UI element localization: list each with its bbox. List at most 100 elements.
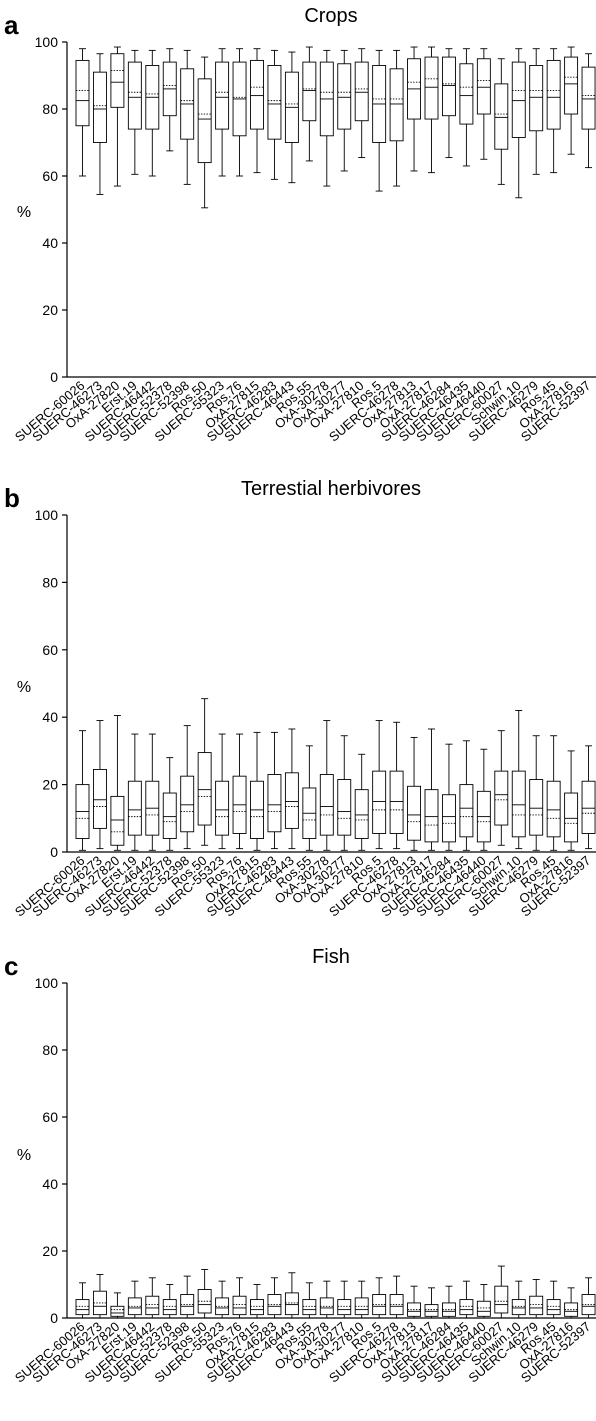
box-Ros.5 — [372, 1277, 387, 1319]
box-Ros.76 — [232, 48, 247, 177]
box-Ros.50 — [197, 698, 212, 846]
box-iqr — [459, 784, 474, 838]
box-iqr — [127, 780, 142, 836]
y-tick-label: 100 — [35, 507, 59, 523]
box-Ros.50 — [197, 56, 212, 209]
y-tick-label: 20 — [42, 302, 58, 318]
box-Erst.19 — [127, 1280, 142, 1319]
box-iqr — [354, 61, 369, 122]
box-iqr — [546, 59, 561, 130]
y-tick-label: 60 — [42, 168, 58, 184]
box-iqr — [162, 1299, 177, 1316]
box-Erst.19 — [127, 49, 142, 175]
y-tick-label: 20 — [42, 777, 58, 793]
box-OxA-30277 — [337, 49, 352, 172]
y-tick-label: 40 — [42, 1176, 58, 1192]
box-iqr — [442, 794, 456, 843]
box-Ros.50 — [197, 1268, 212, 1319]
box-SUERC-46442 — [145, 733, 160, 851]
box-iqr — [197, 78, 212, 164]
box-iqr — [494, 1285, 509, 1314]
box-OxA-27815 — [250, 731, 264, 851]
box-SUERC-55323 — [215, 733, 230, 850]
box-SUERC-46283 — [267, 1277, 282, 1319]
box-SUERC-46273 — [92, 1273, 107, 1319]
box-iqr — [110, 795, 125, 846]
y-axis-label: % — [17, 679, 31, 696]
box-SUERC-46278 — [389, 1275, 404, 1319]
box-Ros.55 — [302, 745, 317, 851]
box-iqr — [267, 64, 282, 140]
box-iqr — [284, 772, 299, 829]
box-SUERC-60026 — [75, 48, 90, 177]
box-OxA-27815 — [250, 1284, 264, 1319]
box-iqr — [511, 770, 526, 838]
box-iqr — [546, 780, 561, 838]
box-SUERC-46443 — [284, 1272, 299, 1319]
box-SUERC-60026 — [75, 730, 90, 851]
box-iqr — [337, 1299, 352, 1316]
panel-c: c Fish 020406080100%SUERC-60026SUERC-462… — [4, 946, 596, 1386]
box-OxA-27813 — [407, 1285, 421, 1319]
box-OxA-27820 — [110, 1292, 125, 1319]
box-OxA-27820 — [110, 715, 125, 851]
box-iqr — [127, 61, 142, 130]
box-SUERC-46279 — [529, 735, 544, 851]
panel-b-title: Terrestial herbivores — [241, 478, 421, 500]
box-iqr — [564, 56, 579, 115]
box-SUERC-46442 — [145, 1277, 160, 1319]
panel-c-plot: 020406080100%SUERC-60026SUERC-46273OxA-2… — [12, 975, 596, 1386]
box-iqr — [319, 774, 334, 836]
box-OxA-27813 — [407, 736, 421, 851]
box-SUERC-46435 — [459, 48, 474, 167]
y-tick-label: 80 — [42, 574, 58, 590]
box-SUERC-60027 — [494, 1265, 509, 1319]
panel-b-letter: b — [4, 483, 20, 513]
box-iqr — [215, 780, 230, 836]
box-iqr — [529, 779, 544, 836]
box-iqr — [92, 768, 107, 829]
box-iqr — [389, 68, 404, 142]
box-iqr — [581, 66, 596, 130]
panel-c-letter: c — [4, 951, 18, 981]
box-SUERC-52398 — [180, 725, 195, 850]
box-OxA-27816 — [564, 750, 579, 851]
box-Ros.5 — [372, 720, 387, 850]
box-iqr — [232, 1295, 247, 1316]
box-SUERC-46443 — [284, 728, 299, 850]
box-iqr — [459, 1299, 474, 1316]
y-tick-label: 80 — [42, 101, 58, 117]
y-tick-label: 0 — [50, 844, 58, 860]
box-iqr — [424, 1304, 439, 1317]
panel-b: b Terrestial herbivores 020406080100%SUE… — [4, 478, 596, 920]
box-OxA-30278 — [319, 720, 334, 851]
box-iqr — [250, 59, 264, 130]
y-tick-label: 100 — [35, 34, 59, 50]
box-iqr — [581, 780, 596, 834]
box-SUERC-55323 — [215, 1280, 230, 1319]
box-OxA-27810 — [354, 1280, 369, 1319]
box-SUERC-46279 — [529, 48, 544, 175]
box-iqr — [180, 775, 195, 833]
box-iqr — [110, 1305, 125, 1317]
box-SUERC-46284 — [442, 1285, 456, 1319]
box-SUERC-46278 — [389, 721, 404, 850]
box-SUERC-46283 — [267, 49, 282, 180]
box-iqr — [529, 64, 544, 132]
box-SUERC-52397 — [581, 1277, 596, 1319]
box-OxA-27817 — [424, 728, 439, 851]
box-iqr — [284, 1292, 299, 1316]
box-iqr — [250, 1299, 264, 1316]
box-iqr — [372, 770, 387, 834]
y-tick-label: 100 — [35, 975, 59, 991]
y-tick-label: 40 — [42, 235, 58, 251]
box-Schwin.10 — [511, 710, 526, 850]
box-iqr — [407, 785, 421, 841]
y-tick-label: 80 — [42, 1042, 58, 1058]
box-iqr — [476, 58, 491, 115]
box-SUERC-46284 — [442, 743, 456, 851]
box-iqr — [424, 789, 439, 843]
box-SUERC-52398 — [180, 49, 195, 185]
box-Ros.45 — [546, 48, 561, 174]
